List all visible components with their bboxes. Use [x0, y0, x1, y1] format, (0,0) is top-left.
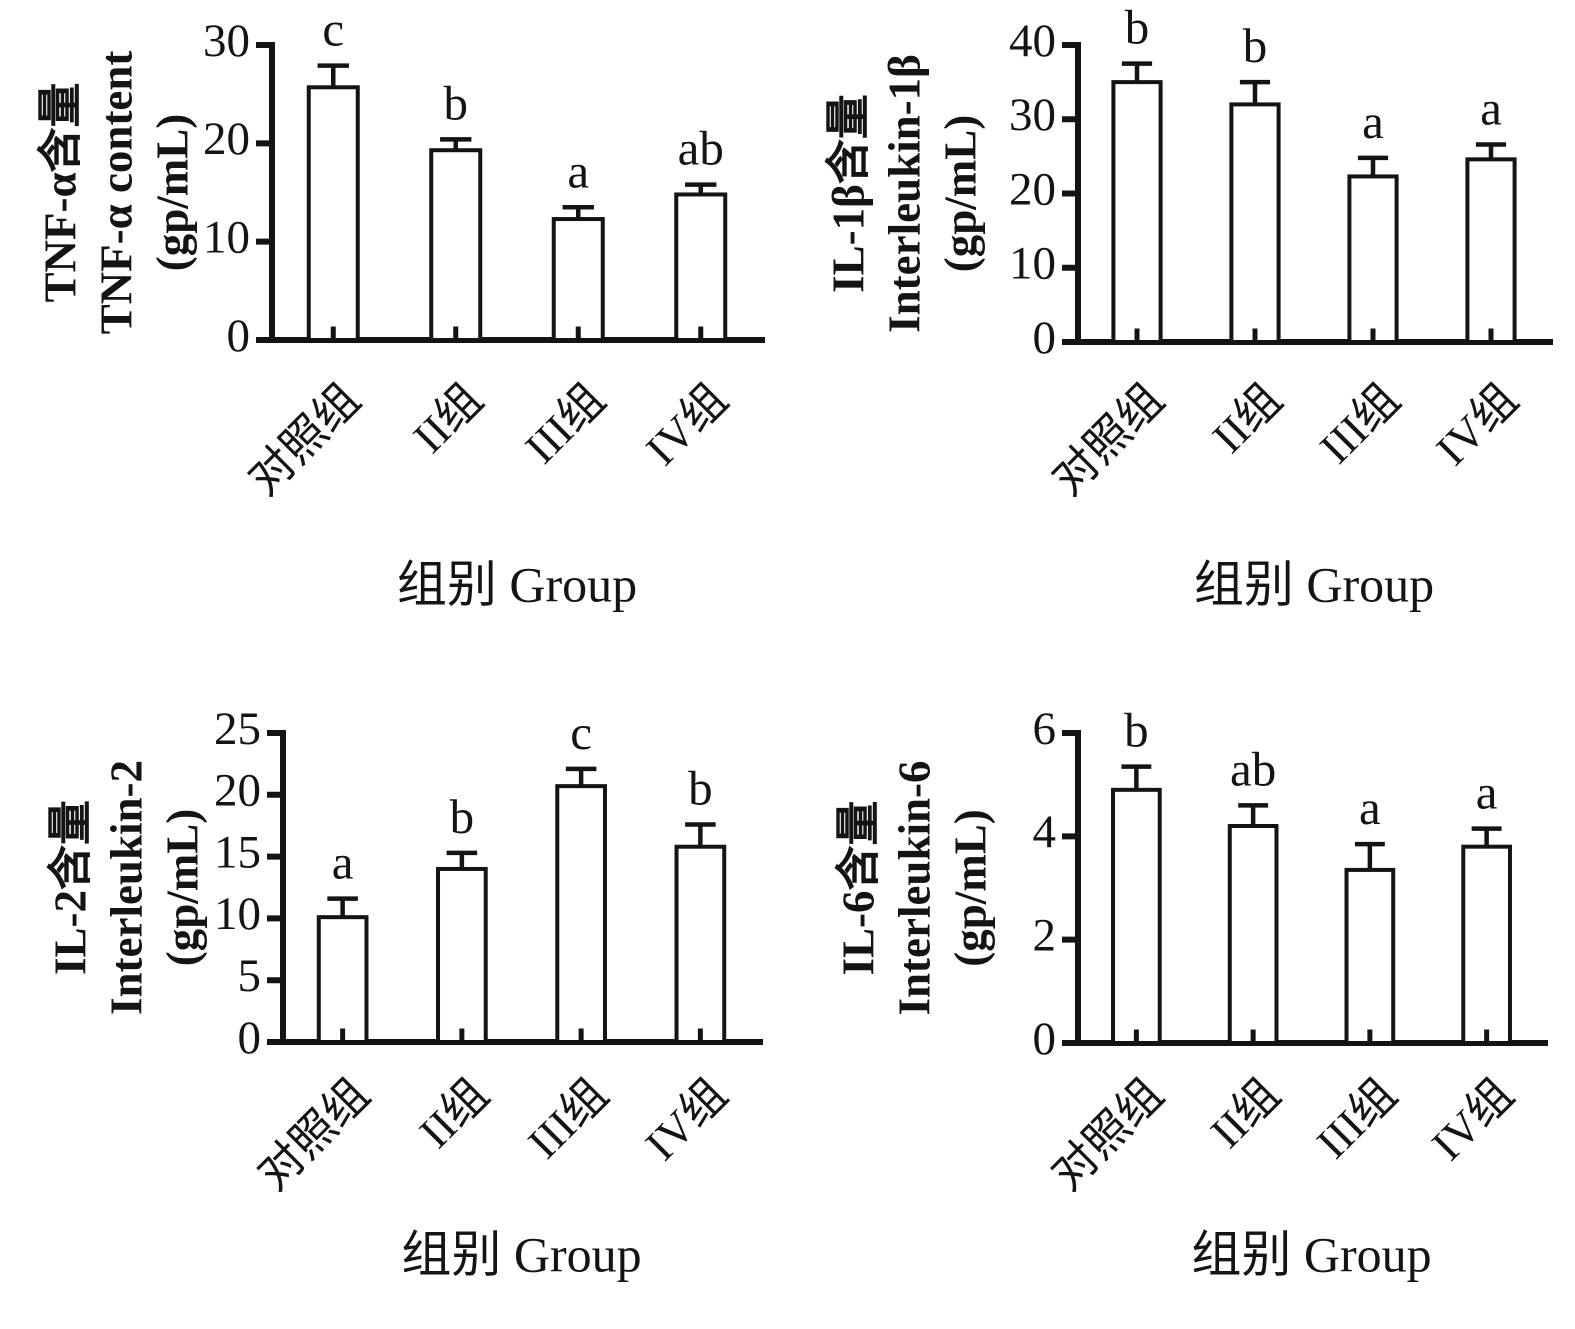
bar	[1229, 102, 1281, 345]
bar	[1461, 844, 1512, 1045]
bar	[1227, 824, 1279, 1045]
x-category-label: IV组	[1427, 374, 1528, 475]
significance-letter: b	[444, 75, 469, 130]
significance-letter: c	[570, 705, 592, 760]
y-tick-label: 15	[214, 826, 261, 878]
y-tick-label: 30	[1009, 89, 1056, 141]
y-axis-title-line: TNF-α content	[91, 51, 141, 335]
significance-letter: ab	[1230, 741, 1276, 796]
bar	[316, 915, 369, 1044]
significance-letter: b	[450, 789, 475, 844]
y-tick-label: 0	[1033, 1013, 1057, 1065]
y-axis-title-line: Interleukin-2	[101, 760, 151, 1015]
bar	[674, 844, 727, 1044]
x-category-label: II组	[410, 1069, 498, 1157]
y-tick-label: 40	[1009, 15, 1056, 67]
x-category-label: II组	[404, 374, 492, 462]
y-tick-label: 30	[203, 15, 250, 67]
bar	[1111, 787, 1162, 1045]
significance-letter: ab	[678, 121, 724, 176]
panel-il-1-beta: 0 10 20 30 40 b 对照组 b II组 a III组 a IV组组别 Group IL-1β含…	[790, 0, 1575, 660]
x-category-label: IV组	[636, 374, 737, 475]
y-axis-title-line: Interleukin-1β	[879, 54, 929, 333]
panel-il-2: 0 5 10 15 20 25 a 对照组 b II组 c III组 b IV组组别 Group IL-2含…	[0, 660, 790, 1329]
significance-letter: a	[1476, 765, 1498, 820]
x-category-label: 对照组	[1042, 1069, 1173, 1200]
x-category-label: 对照组	[1043, 374, 1174, 505]
y-tick-label: 25	[214, 703, 261, 755]
significance-letter: a	[332, 835, 354, 890]
bar	[1465, 157, 1517, 344]
bar	[674, 192, 728, 342]
x-axis-title: 组别 Group	[1194, 556, 1434, 612]
y-tick-label: 4	[1033, 806, 1057, 858]
significance-letter: a	[1359, 780, 1381, 835]
y-tick-label: 0	[238, 1012, 262, 1064]
x-category-label: IV组	[1422, 1069, 1523, 1170]
y-tick-label: 0	[227, 310, 251, 362]
x-axis-title: 组别 Group	[397, 556, 637, 612]
y-axis-title-line: (gp/mL)	[935, 115, 985, 273]
y-axis-title-line: (gp/mL)	[157, 809, 207, 967]
significance-letter: b	[1125, 0, 1150, 55]
significance-letter: b	[1124, 703, 1149, 758]
y-tick-label: 10	[1009, 238, 1056, 290]
significance-letter: a	[567, 143, 589, 198]
y-axis-title-line: (gp/mL)	[945, 809, 995, 967]
y-tick-label: 10	[203, 211, 250, 263]
x-category-label: III组	[516, 374, 615, 473]
y-axis-title-line: (gp/mL)	[147, 114, 197, 272]
bar	[429, 148, 483, 342]
x-category-label: II组	[1203, 374, 1291, 462]
y-tick-label: 20	[1009, 163, 1056, 215]
y-axis-title-line: TNF-α含量	[35, 82, 85, 302]
significance-letter: b	[1243, 18, 1268, 73]
y-axis-title-line: IL-6含量	[833, 800, 883, 975]
x-axis-title: 组别 Group	[1191, 1226, 1431, 1282]
y-axis-title-line: IL-1β含量	[823, 94, 873, 293]
y-axis-title-line: IL-2含量	[45, 800, 95, 975]
x-category-label: 对照组	[248, 1069, 379, 1200]
bar	[555, 784, 607, 1045]
bar	[306, 85, 360, 342]
panel-il-6: 0 2 4 6 b 对照组 ab II组 a III组 a IV组组别 Group IL-6含量 Inte…	[790, 660, 1575, 1329]
y-tick-label: 10	[214, 888, 261, 940]
x-category-label: III组	[1310, 374, 1409, 473]
panel-tnf-alpha: 0 10 20 30 c 对照组 b II组 a III组 ab IV组组别 Group TNF-α含量…	[0, 0, 790, 660]
significance-letter: c	[322, 2, 344, 57]
y-tick-label: 6	[1033, 703, 1057, 755]
y-tick-label: 20	[214, 765, 261, 817]
x-axis-title: 组别 Group	[401, 1226, 641, 1282]
y-tick-label: 0	[1033, 312, 1057, 364]
x-category-label: II组	[1201, 1069, 1289, 1157]
y-tick-label: 2	[1033, 909, 1057, 961]
bar	[1111, 80, 1163, 344]
significance-letter: b	[688, 760, 713, 815]
bar	[436, 866, 488, 1044]
x-category-label: III组	[1307, 1069, 1406, 1168]
x-category-label: IV组	[636, 1069, 737, 1170]
y-tick-label: 20	[203, 113, 250, 165]
significance-letter: a	[1362, 94, 1384, 149]
y-tick-label: 5	[238, 950, 262, 1002]
x-category-label: III组	[519, 1069, 618, 1168]
significance-letter: a	[1480, 80, 1502, 135]
x-category-label: 对照组	[239, 374, 370, 505]
bar	[1347, 174, 1399, 344]
bar	[1344, 867, 1396, 1045]
y-axis-title-line: Interleukin-6	[889, 760, 939, 1015]
bar	[551, 217, 605, 342]
